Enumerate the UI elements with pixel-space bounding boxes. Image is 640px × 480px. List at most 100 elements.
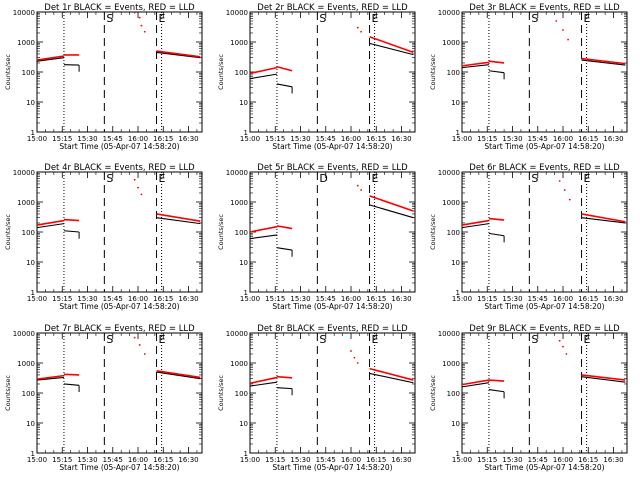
y-tick-label: 1000 xyxy=(17,360,35,368)
series-lld-point xyxy=(562,29,564,31)
series-events-segment xyxy=(156,371,201,380)
x-axis-label: Start Time (05-Apr-07 14:58:20) xyxy=(484,463,604,472)
x-tick-label: 15:30 xyxy=(502,456,522,464)
series-lld-segment xyxy=(249,225,278,233)
x-tick-label: 16:30 xyxy=(391,456,411,464)
series-lld-segment xyxy=(156,369,201,379)
series-lld-segment xyxy=(276,65,293,72)
y-tick-label: 10 xyxy=(451,99,460,107)
panel-title: Det 3r BLACK = Events, RED = LLD xyxy=(469,3,620,13)
y-tick-label: 1 xyxy=(244,289,248,297)
series-lld-point xyxy=(558,180,561,182)
x-tick-label: 15:00 xyxy=(27,135,47,143)
x-tick-label: 15:45 xyxy=(316,456,336,464)
y-tick-label: 1 xyxy=(244,450,248,458)
y-axis-label: Counts/sec xyxy=(217,375,225,411)
series-events-segment xyxy=(369,42,414,56)
y-axis-label: Counts/sec xyxy=(429,54,437,90)
x-tick-label: 15:45 xyxy=(103,295,123,303)
y-tick-label: 100 xyxy=(235,390,248,398)
series-lld-segment xyxy=(249,376,278,385)
x-tick-label: 16:00 xyxy=(553,295,573,303)
series-events-segment xyxy=(156,217,201,225)
series-events-segment xyxy=(36,223,65,229)
marker-label: D xyxy=(319,172,327,185)
series-events-segment xyxy=(461,223,490,229)
series-lld-point xyxy=(350,350,352,352)
series-lld-segment xyxy=(63,373,80,376)
series-lld-segment xyxy=(461,61,490,67)
x-axis-label: Start Time (05-Apr-07 14:58:20) xyxy=(272,302,392,311)
series-lld-point xyxy=(360,30,363,33)
series-events-segment xyxy=(63,230,80,233)
x-tick-label: 15:30 xyxy=(77,135,97,143)
plot-frame xyxy=(461,11,628,133)
x-tick-label: 15:45 xyxy=(528,456,548,464)
series-events-segment xyxy=(488,70,505,74)
y-tick-label: 10 xyxy=(26,259,35,267)
y-tick-label: 100 xyxy=(22,390,35,398)
x-tick-label: 15:45 xyxy=(103,456,123,464)
x-tick-label: 15:30 xyxy=(502,295,522,303)
x-tick-label: 15:00 xyxy=(240,456,260,464)
marker-label: S xyxy=(531,12,538,25)
marker-label: S xyxy=(319,12,326,25)
series-lld-segment xyxy=(369,195,414,212)
series-events-segment xyxy=(249,73,278,80)
series-lld-point xyxy=(565,353,568,355)
x-tick-label: 16:15 xyxy=(578,456,598,464)
y-tick-label: 100 xyxy=(447,229,460,237)
series-events-segment xyxy=(249,234,278,240)
series-lld-point xyxy=(563,189,566,191)
y-tick-label: 1000 xyxy=(230,199,248,207)
series-lld-segment xyxy=(461,379,490,386)
series-lld-segment xyxy=(276,225,293,230)
y-tick-label: 1000 xyxy=(230,39,248,47)
panel-title: Det 6r BLACK = Events, RED = LLD xyxy=(469,163,620,173)
y-tick-label: 10000 xyxy=(438,330,460,338)
x-axis-label: Start Time (05-Apr-07 14:58:20) xyxy=(272,142,392,151)
marker-label: S xyxy=(106,333,113,346)
x-tick-label: 16:00 xyxy=(128,295,148,303)
series-lld-segment xyxy=(369,367,414,381)
y-axis-label: Counts/sec xyxy=(217,54,225,90)
y-tick-label: 10000 xyxy=(226,330,248,338)
x-tick-label: 16:15 xyxy=(578,135,598,143)
y-tick-label: 1000 xyxy=(230,360,248,368)
series-lld-segment xyxy=(488,60,505,64)
panel-det-6: Det 6r BLACK = Events, RED = LLD 1 10 100 10… xyxy=(429,163,628,311)
series-lld-point xyxy=(140,24,143,27)
x-tick-label: 15:30 xyxy=(290,135,310,143)
x-tick-label: 15:00 xyxy=(452,135,472,143)
series-lld-segment xyxy=(581,213,626,223)
series-lld-segment xyxy=(488,379,505,382)
x-tick-label: 16:00 xyxy=(341,456,361,464)
x-tick-label: 16:15 xyxy=(153,456,173,464)
y-tick-label: 10000 xyxy=(13,330,35,338)
series-lld-segment xyxy=(581,57,626,65)
series-lld-point xyxy=(143,353,146,355)
marker-label: S xyxy=(106,172,113,185)
panel-det-2: Det 2r BLACK = Events, RED = LLD 1 10 100 10… xyxy=(217,3,416,151)
series-lld-segment xyxy=(369,35,414,54)
x-tick-label: 16:30 xyxy=(603,295,623,303)
y-tick-label: 1000 xyxy=(17,39,35,47)
y-tick-label: 10 xyxy=(239,259,248,267)
y-tick-label: 1 xyxy=(456,129,460,137)
x-tick-label: 16:00 xyxy=(553,135,573,143)
y-tick-label: 1 xyxy=(31,450,35,458)
marker-label: S xyxy=(106,12,113,25)
panel-det-8: Det 8r BLACK = Events, RED = LLD 1 10 100 10… xyxy=(217,324,416,472)
x-tick-label: 15:45 xyxy=(316,135,336,143)
series-lld-segment xyxy=(581,374,626,381)
series-lld-point xyxy=(562,345,564,348)
y-axis-label: Counts/sec xyxy=(4,54,12,90)
y-axis-label: Counts/sec xyxy=(429,214,437,250)
series-lld-point xyxy=(133,11,136,14)
y-tick-label: 1 xyxy=(31,129,35,137)
series-events-segment xyxy=(36,57,65,62)
series-events-segment xyxy=(156,51,201,59)
y-tick-label: 10000 xyxy=(226,169,248,177)
series-events-segment xyxy=(249,381,278,387)
series-lld-segment xyxy=(36,374,65,380)
